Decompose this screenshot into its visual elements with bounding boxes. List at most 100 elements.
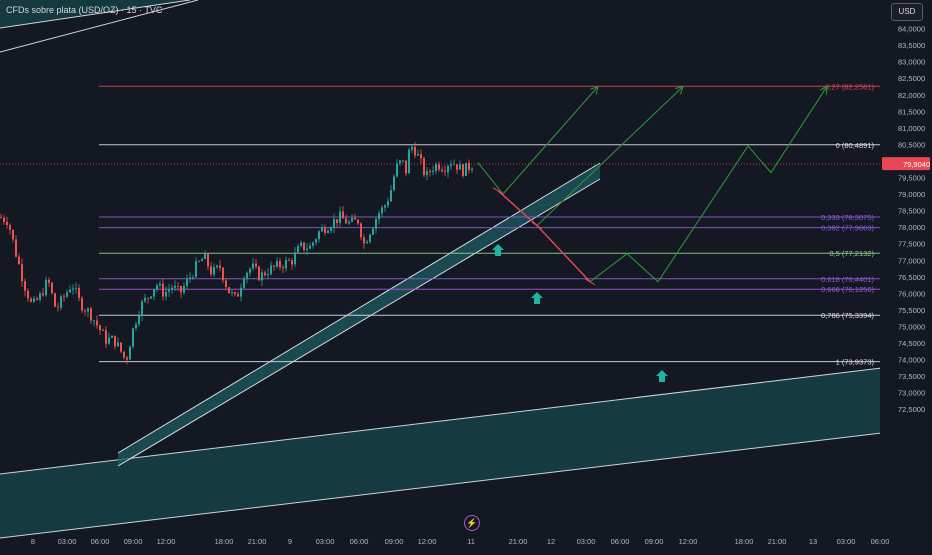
candle-body xyxy=(174,285,176,288)
arrow-up-icon xyxy=(531,292,543,304)
candle-body xyxy=(339,211,341,224)
x-tick-label: 06:00 xyxy=(91,537,110,546)
candle-body xyxy=(168,289,170,292)
candle-body xyxy=(42,293,44,296)
candle-body xyxy=(330,227,332,231)
candle-body xyxy=(192,277,194,278)
candle-body xyxy=(258,266,260,281)
candle-body xyxy=(216,265,218,268)
candle-body xyxy=(255,263,257,267)
x-tick-label: 03:00 xyxy=(837,537,856,546)
candle-body xyxy=(432,170,434,172)
candle-body xyxy=(195,261,197,278)
candle-body xyxy=(417,154,419,156)
candle-body xyxy=(15,239,17,257)
candle-body xyxy=(345,218,347,224)
candle-body xyxy=(414,146,416,156)
candle-body xyxy=(468,162,470,170)
candle-body xyxy=(438,164,440,170)
candle-body xyxy=(246,272,248,279)
projection-green-path xyxy=(589,86,828,283)
x-tick-label: 03:00 xyxy=(316,537,335,546)
x-tick-label: 09:00 xyxy=(645,537,664,546)
candle-body xyxy=(327,230,329,233)
candle-body xyxy=(249,268,251,273)
lightning-icon[interactable]: ⚡ xyxy=(464,515,480,531)
y-tick-label: 81,0000 xyxy=(898,124,925,133)
y-tick-label: 81,5000 xyxy=(898,107,925,116)
candle-body xyxy=(306,248,308,250)
candle-body xyxy=(390,190,392,202)
price-axis xyxy=(880,0,932,550)
candle-body xyxy=(387,201,389,206)
fib-label: 0 (80,4891) xyxy=(836,141,875,150)
fib-label: -0,27 (82,2561) xyxy=(823,82,875,91)
candle-body xyxy=(66,292,68,297)
x-tick-label: 03:00 xyxy=(577,537,596,546)
candle-body xyxy=(150,296,152,299)
y-tick-label: 76,5000 xyxy=(898,273,925,282)
fib-label: 0,382 (77,9863) xyxy=(821,224,874,233)
candle-body xyxy=(24,281,26,291)
candle-body xyxy=(6,221,8,225)
candle-body xyxy=(372,228,374,235)
candle-body xyxy=(405,160,407,174)
candle-body xyxy=(297,246,299,253)
candle-body xyxy=(396,163,398,177)
y-tick-label: 74,0000 xyxy=(898,356,925,365)
x-tick-label: 21:00 xyxy=(248,537,267,546)
candle-body xyxy=(87,308,89,312)
x-tick-label: 09:00 xyxy=(385,537,404,546)
candle-body xyxy=(441,169,443,172)
projection-marker xyxy=(584,278,596,286)
y-tick-label: 75,5000 xyxy=(898,306,925,315)
x-tick-label: 12:00 xyxy=(157,537,176,546)
candle-body xyxy=(186,278,188,287)
candle-body xyxy=(237,294,239,297)
candle-body xyxy=(132,328,134,347)
candle-body xyxy=(63,296,65,298)
x-tick-label: 13 xyxy=(809,537,817,546)
candle-body xyxy=(126,357,128,360)
projection-green-path xyxy=(477,86,599,195)
channel-rising-lower-line xyxy=(117,178,601,467)
candle-body xyxy=(180,286,182,293)
candle-body xyxy=(453,164,455,166)
candle-body xyxy=(189,277,191,279)
x-tick-label: 12:00 xyxy=(679,537,698,546)
x-tick-label: 11 xyxy=(467,537,475,546)
candle-body xyxy=(141,301,143,316)
candle-body xyxy=(369,234,371,242)
y-tick-label: 79,0000 xyxy=(898,190,925,199)
candle-body xyxy=(75,287,77,289)
y-tick-label: 73,5000 xyxy=(898,372,925,381)
candle-body xyxy=(234,292,236,295)
candle-body xyxy=(450,164,452,167)
candle-body xyxy=(309,245,311,249)
y-tick-label: 77,0000 xyxy=(898,256,925,265)
candle-body xyxy=(138,315,140,325)
candle-body xyxy=(9,224,11,230)
candle-body xyxy=(201,259,203,262)
y-tick-label: 83,0000 xyxy=(898,58,925,67)
fib-label: 0,333 (78,3075) xyxy=(821,213,874,222)
candle-body xyxy=(411,146,413,150)
candle-body xyxy=(54,293,56,307)
candle-body xyxy=(276,261,278,267)
candle-body xyxy=(423,158,425,176)
y-tick-label: 78,0000 xyxy=(898,223,925,232)
candle-body xyxy=(315,239,317,243)
candle-body xyxy=(318,231,320,240)
candle-body xyxy=(30,298,32,302)
candle-body xyxy=(354,217,356,220)
candle-body xyxy=(447,166,449,173)
channel-rising-fill xyxy=(118,163,600,466)
candle-body xyxy=(420,154,422,159)
fib-label: 0,5 (77,2132) xyxy=(829,249,874,258)
x-tick-label: 21:00 xyxy=(509,537,528,546)
currency-button[interactable]: USD xyxy=(891,3,923,21)
x-tick-label: 12:00 xyxy=(418,537,437,546)
candle-body xyxy=(33,298,35,302)
